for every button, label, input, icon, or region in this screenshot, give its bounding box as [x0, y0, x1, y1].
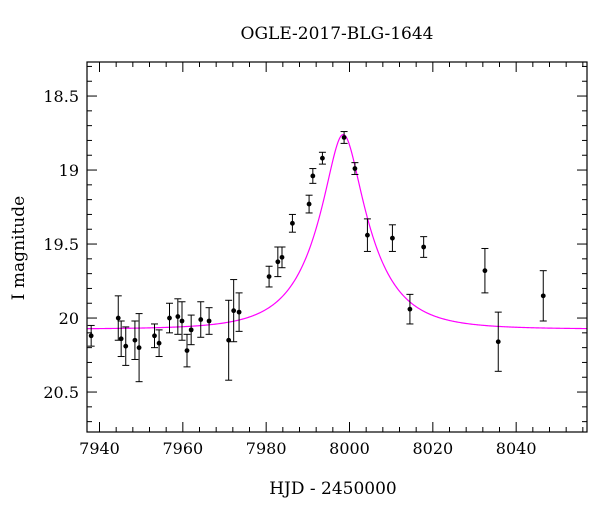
data-point [135, 313, 143, 383]
data-point [494, 311, 502, 372]
data-point-marker [88, 333, 94, 339]
data-point-marker [188, 327, 194, 333]
data-point [178, 301, 186, 341]
data-point [151, 323, 158, 349]
data-point-marker [421, 244, 427, 250]
data-point-marker [231, 308, 237, 314]
data-point-marker [167, 315, 172, 321]
axis-ticks [87, 62, 587, 432]
data-point [235, 292, 243, 332]
data-point-marker [179, 318, 185, 324]
data-point-marker [115, 315, 121, 321]
data-point [117, 320, 125, 358]
y-tick-label: 20.5 [43, 383, 79, 402]
data-point [265, 265, 273, 288]
data-point [205, 307, 213, 335]
plot-area [87, 131, 588, 383]
data-point-marker [306, 201, 312, 207]
y-tick-label: 19 [59, 161, 79, 180]
y-axis-label: I magnitude [9, 196, 29, 300]
data-point-marker [132, 337, 138, 343]
data-point-marker [279, 254, 285, 260]
y-tick-label: 19.5 [43, 235, 79, 254]
data-point [288, 213, 296, 233]
data-point [420, 236, 428, 258]
data-point [278, 246, 286, 269]
data-point [305, 194, 313, 214]
data-point [174, 298, 182, 335]
data-point-marker [310, 173, 316, 179]
data-point-marker [390, 235, 395, 241]
data-point [340, 131, 348, 144]
chart-title: OGLE-2017-BLG-1644 [241, 24, 434, 44]
data-point [225, 299, 233, 381]
data-point-marker [152, 333, 157, 339]
data-point-marker [320, 155, 325, 161]
x-tick-label: 7940 [79, 439, 120, 458]
data-point-marker [156, 340, 162, 346]
data-point-marker [407, 306, 413, 312]
y-tick-label: 18.5 [43, 87, 79, 106]
data-point-marker [482, 268, 488, 274]
data-point-marker [136, 345, 142, 351]
data-point [122, 326, 130, 366]
data-point [87, 324, 95, 347]
data-point [539, 270, 547, 322]
data-point-marker [266, 274, 272, 279]
data-point [114, 295, 122, 341]
data-point [166, 302, 173, 334]
data-point [187, 314, 195, 346]
data-point-marker [290, 220, 295, 226]
data-point [388, 224, 396, 252]
data-point [309, 168, 317, 184]
x-tick-label: 8040 [496, 439, 537, 458]
data-point [351, 162, 359, 175]
data-point-marker [184, 348, 190, 353]
data-point-marker [275, 259, 281, 265]
x-tick-label: 8000 [329, 439, 370, 458]
data-point-marker [198, 317, 204, 322]
data-point-marker [495, 339, 501, 345]
x-tick-label: 7960 [162, 439, 203, 458]
x-tick-label: 7980 [246, 439, 287, 458]
x-tick-label: 8020 [412, 439, 453, 458]
data-point [131, 320, 139, 360]
data-point-marker [206, 318, 212, 324]
data-point [406, 293, 414, 325]
tick-labels: 7940 7960 7980 8000 8020 8040 18.5 19 19.5 20 20.5 [43, 87, 536, 458]
data-point [183, 333, 191, 368]
data-point [197, 301, 205, 338]
data-point [318, 151, 326, 165]
data-point [363, 218, 371, 252]
data-point-marker [352, 166, 358, 171]
data-point-marker [540, 293, 546, 299]
y-tick-label: 20 [59, 309, 79, 328]
data-point [481, 247, 489, 294]
data-point-marker [226, 337, 232, 343]
plot-frame [86, 61, 588, 433]
data-point-marker [365, 232, 370, 238]
data-point [155, 329, 163, 358]
model-curve [87, 133, 588, 330]
data-point-marker [236, 309, 242, 315]
data-point [274, 246, 282, 278]
data-point-marker [341, 135, 347, 140]
data-point-marker [123, 343, 129, 349]
x-axis-label: HJD - 2450000 [269, 479, 397, 499]
data-point-marker [118, 336, 124, 342]
data-point [230, 279, 238, 343]
data-point-marker [175, 314, 181, 319]
